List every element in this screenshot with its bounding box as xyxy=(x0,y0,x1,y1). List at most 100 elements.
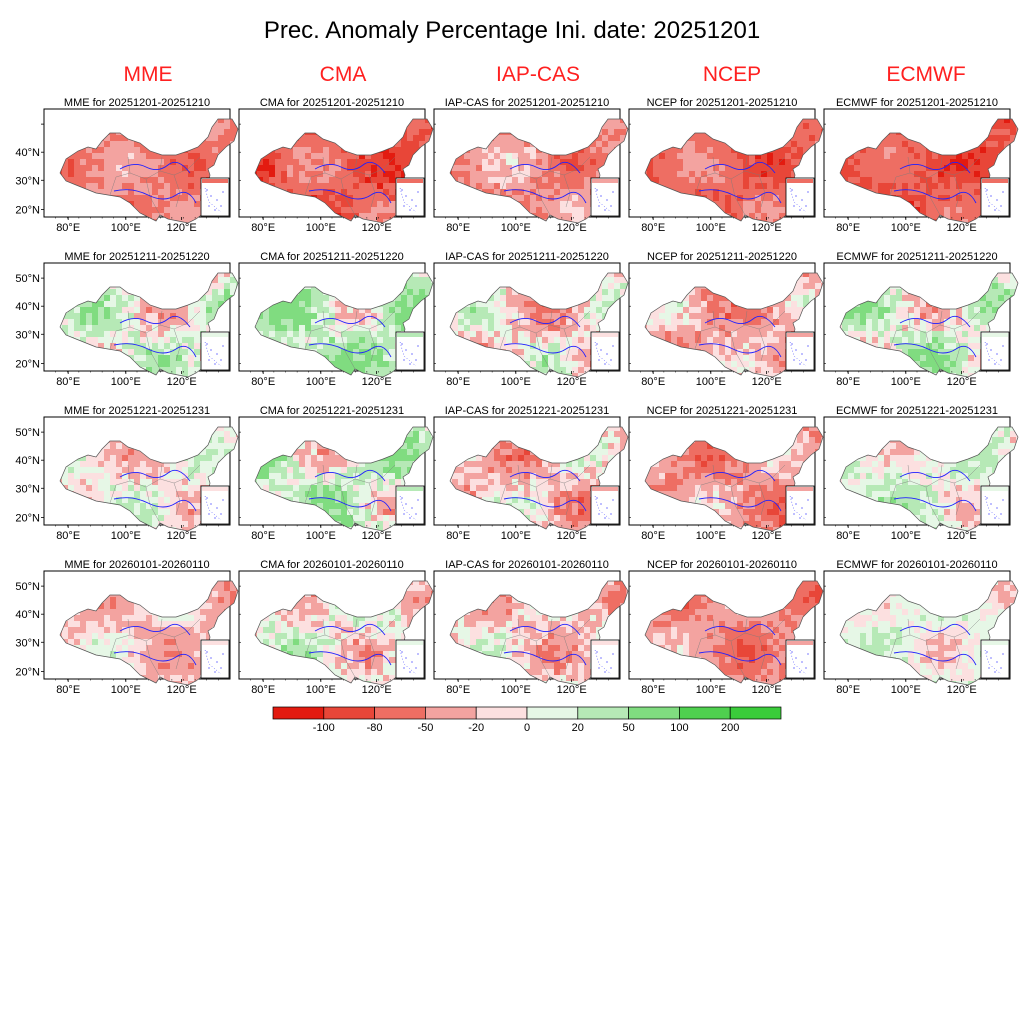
lon-tick-label: 100°E xyxy=(501,222,531,234)
province-boundary xyxy=(340,486,356,524)
province-boundary xyxy=(694,172,732,196)
province-boundary xyxy=(535,168,579,180)
country-boundary xyxy=(254,272,434,378)
country-boundary xyxy=(449,426,629,532)
yellow-river-line xyxy=(899,623,971,636)
yellow-river-line xyxy=(314,469,386,482)
province-boundary xyxy=(340,168,384,180)
province-boundary xyxy=(730,322,774,334)
province-boundary xyxy=(730,486,746,524)
colorbar-swatch xyxy=(729,706,782,720)
lon-tick-label: 120°E xyxy=(167,376,197,388)
lon-tick-label: 100°E xyxy=(891,684,921,696)
province-boundary xyxy=(967,618,981,632)
yellow-river-line xyxy=(509,161,581,174)
province-boundary xyxy=(772,310,786,324)
lon-tick-label: 120°E xyxy=(947,530,977,542)
map-panel: CMA for 20251221-20251231 80°E 100°E 120°E xyxy=(238,405,434,542)
yangtze-river-line xyxy=(308,189,392,204)
province-boundary xyxy=(145,332,161,370)
province-boundary xyxy=(145,476,189,488)
lon-tick-label: 120°E xyxy=(947,376,977,388)
panel-title: IAP-CAS for 20251201-20251210 xyxy=(445,97,610,109)
country-boundary xyxy=(59,580,239,686)
lon-tick-label: 80°E xyxy=(446,222,470,234)
province-boundary xyxy=(499,326,537,350)
model-label-cma: CMA xyxy=(320,63,367,86)
panel-title: NCEP for 20251211-20251220 xyxy=(647,251,797,263)
province-boundary xyxy=(577,310,591,324)
lon-tick-label: 100°E xyxy=(111,684,141,696)
lat-tick-label: 30°N xyxy=(15,483,40,495)
map-panel: CMA for 20251201-20251210 80°E 100°E 120°E xyxy=(238,97,434,234)
province-boundary xyxy=(925,322,969,334)
province-boundary xyxy=(967,156,981,170)
yangtze-river-line xyxy=(698,343,782,358)
yangtze-river-line xyxy=(893,651,977,666)
province-boundary xyxy=(187,464,201,478)
country-boundary xyxy=(254,118,434,224)
yangtze-river-line xyxy=(113,343,197,358)
colorbar-swatch xyxy=(374,706,426,720)
yangtze-river-line xyxy=(503,343,587,358)
province-boundary xyxy=(730,168,774,180)
yangtze-river-line xyxy=(308,343,392,358)
country-boundary xyxy=(449,272,629,378)
colorbar-label: 200 xyxy=(721,722,739,734)
yellow-river-line xyxy=(899,315,971,328)
lon-tick-label: 100°E xyxy=(111,222,141,234)
province-boundary xyxy=(145,168,189,180)
country-boundary xyxy=(839,118,1019,224)
lon-tick-label: 120°E xyxy=(362,376,392,388)
colorbar-label: -100 xyxy=(313,722,335,734)
map-panel: ECMWF for 20260101-20260110 80°E 100°E 120°… xyxy=(823,559,1019,696)
colorbar-swatch xyxy=(323,706,375,720)
yellow-river-line xyxy=(119,161,191,174)
lon-tick-label: 120°E xyxy=(557,684,587,696)
lon-tick-label: 100°E xyxy=(306,530,336,542)
colorbar-swatch xyxy=(628,706,680,720)
colorbar-swatch xyxy=(272,706,325,720)
yangtze-river-line xyxy=(503,651,587,666)
yangtze-river-line xyxy=(308,497,392,512)
lon-tick-label: 80°E xyxy=(836,684,860,696)
lon-tick-label: 80°E xyxy=(251,222,275,234)
province-boundary xyxy=(925,486,941,524)
province-boundary xyxy=(304,480,342,504)
lon-tick-label: 120°E xyxy=(362,530,392,542)
yellow-river-line xyxy=(704,315,776,328)
colorbar-label: 100 xyxy=(670,722,688,734)
colorbar: -100 -80 -50 -20 0 20 50 100 200 xyxy=(272,706,782,734)
model-label-ecmwf: ECMWF xyxy=(886,63,965,86)
province-boundary xyxy=(925,332,941,370)
map-panel: MME for 20251221-20251231 80°E 100°E 120°E 5… xyxy=(15,405,239,542)
colorbar-label: 50 xyxy=(622,722,634,734)
colorbar-swatch xyxy=(526,706,579,720)
country-boundary xyxy=(59,272,239,378)
model-label-ncep: NCEP xyxy=(703,63,761,86)
lon-tick-label: 80°E xyxy=(641,530,665,542)
province-boundary xyxy=(889,172,927,196)
lat-tick-label: 50°N xyxy=(15,427,40,439)
province-boundary xyxy=(967,310,981,324)
lon-tick-label: 80°E xyxy=(836,530,860,542)
map-panel: IAP-CAS for 20251201-20251210 80°E 100°E 12… xyxy=(433,97,629,234)
lon-tick-label: 80°E xyxy=(641,376,665,388)
map-panel: MME for 20260101-20260110 80°E 100°E 120°E 5… xyxy=(15,559,239,696)
yellow-river-line xyxy=(704,469,776,482)
province-boundary xyxy=(889,326,927,350)
province-boundary xyxy=(925,476,969,488)
lon-tick-label: 120°E xyxy=(167,530,197,542)
province-boundary xyxy=(730,332,746,370)
yellow-river-line xyxy=(119,469,191,482)
map-panel: MME for 20251211-20251220 80°E 100°E 120°E 5… xyxy=(15,251,239,388)
panel-title: NCEP for 20251201-20251210 xyxy=(647,97,798,109)
yangtze-river-line xyxy=(503,497,587,512)
province-boundary xyxy=(730,476,774,488)
map-panel: ECMWF for 20251201-20251210 80°E 100°E 120°… xyxy=(823,97,1019,234)
lon-tick-label: 80°E xyxy=(446,684,470,696)
yellow-river-line xyxy=(704,623,776,636)
panel-title: MME for 20251201-20251210 xyxy=(64,97,210,109)
yellow-river-line xyxy=(509,469,581,482)
lon-tick-label: 80°E xyxy=(641,222,665,234)
